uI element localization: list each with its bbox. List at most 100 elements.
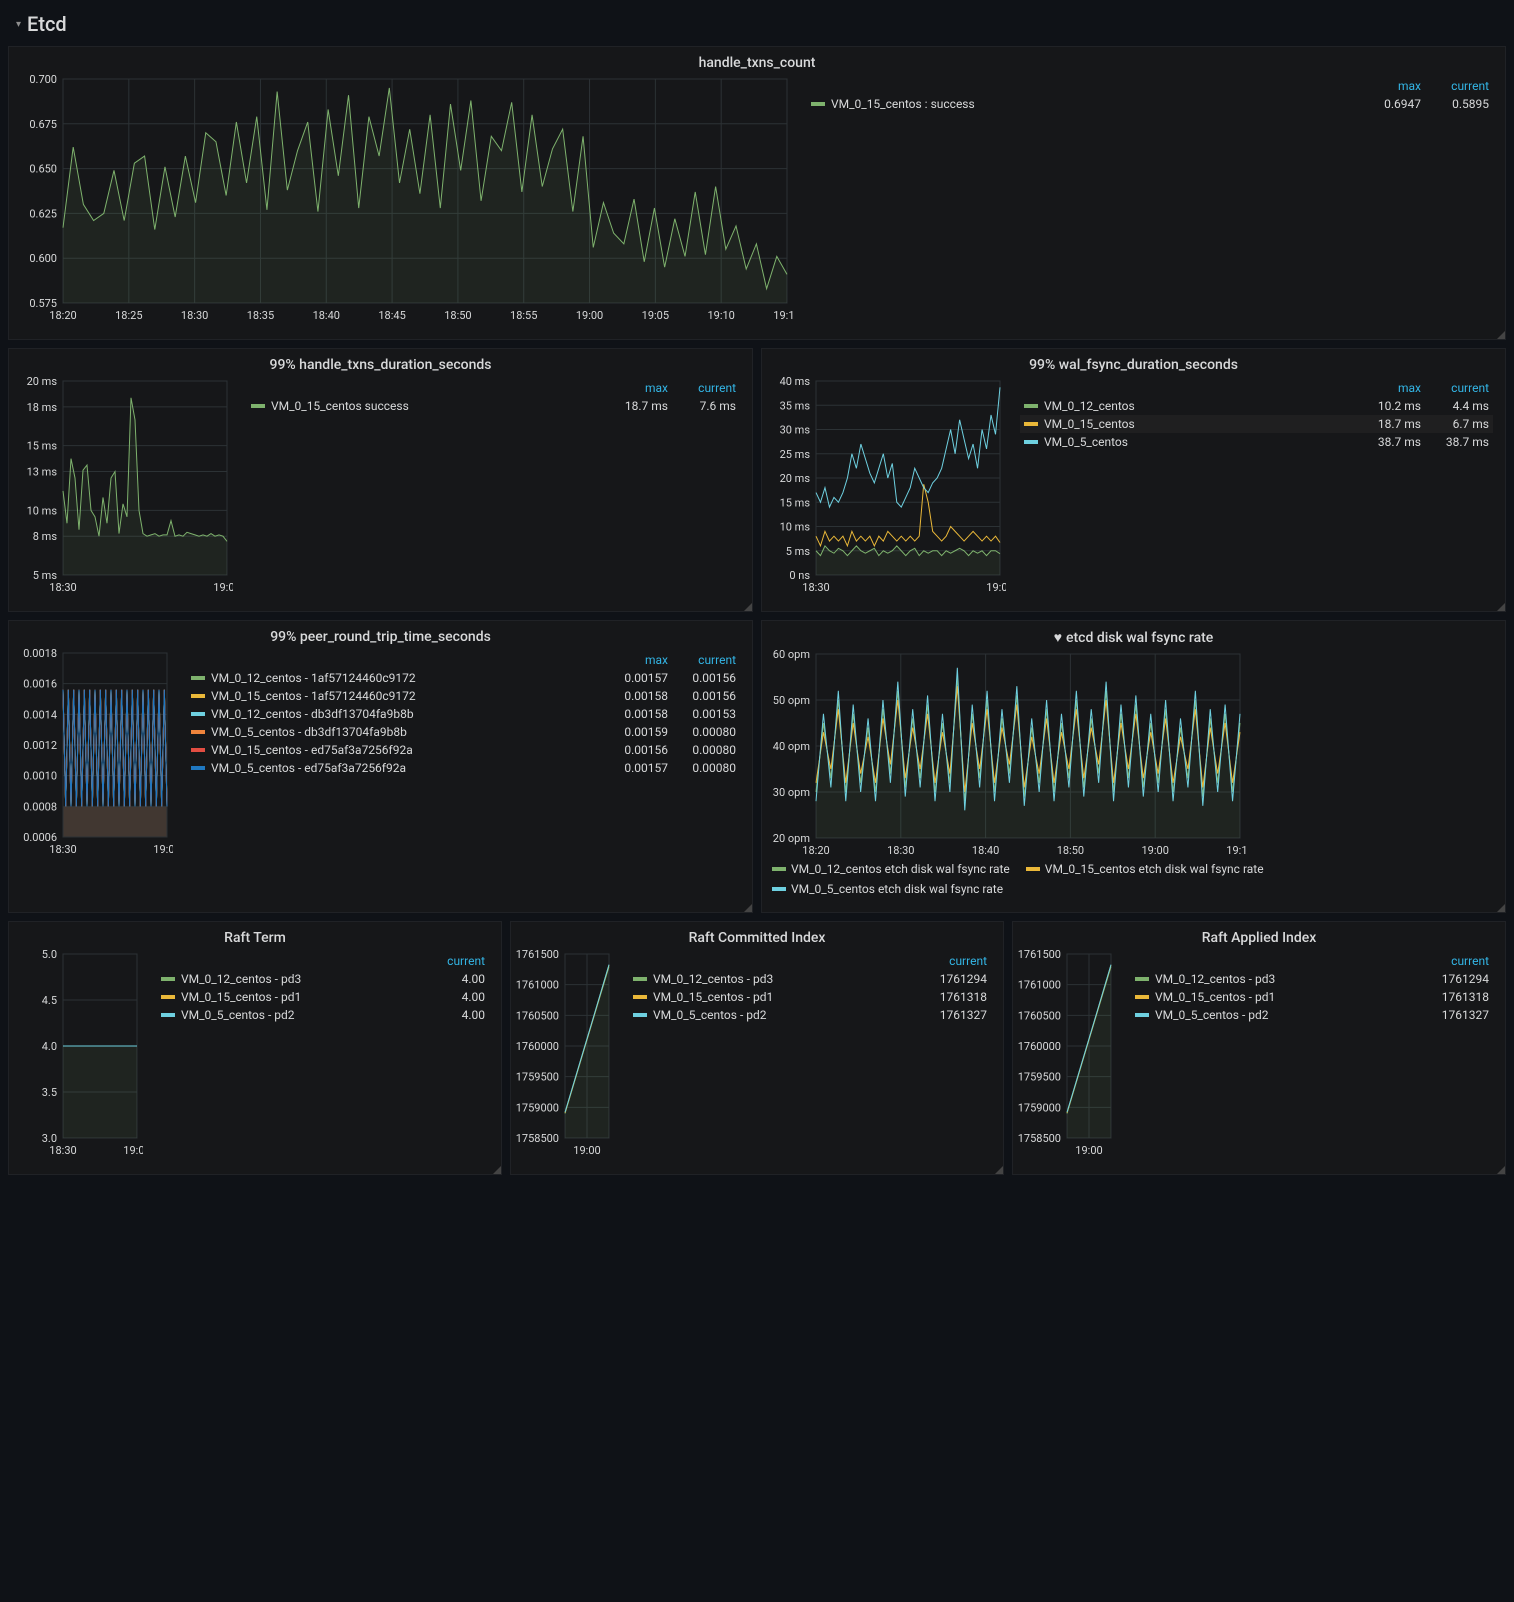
legend-value-current: 1761318: [937, 990, 987, 1004]
legend-col-current[interactable]: current: [686, 381, 736, 395]
legend-value-max: 38.7 ms: [1371, 435, 1421, 449]
chart-raft-applied[interactable]: 1758500175900017595001760000176050017610…: [1017, 948, 1117, 1158]
legend-item[interactable]: VM_0_15_centos - 1af57124460c91720.00158…: [187, 687, 740, 705]
svg-text:0.700: 0.700: [29, 73, 57, 86]
chart-raft-term[interactable]: 3.03.54.04.55.018:3019:00: [13, 948, 143, 1158]
svg-text:19:15: 19:15: [773, 309, 793, 322]
svg-text:18:45: 18:45: [378, 309, 405, 322]
legend-item[interactable]: VM_0_5_centos - ed75af3a7256f92a0.001570…: [187, 759, 740, 777]
legend-swatch: [633, 977, 647, 981]
resize-handle-icon[interactable]: [1497, 1166, 1505, 1174]
svg-text:1759000: 1759000: [516, 1101, 559, 1114]
resize-handle-icon[interactable]: [1497, 603, 1505, 611]
svg-text:30 opm: 30 opm: [773, 786, 810, 799]
legend-value-current: 0.00080: [686, 743, 736, 757]
chart-raft-committed[interactable]: 1758500175900017595001760000176050017610…: [515, 948, 615, 1158]
legend-value-current: 4.00: [435, 972, 485, 986]
legend-value-current: 0.00153: [686, 707, 736, 721]
legend-col-current[interactable]: current: [435, 954, 485, 968]
legend-name: VM_0_12_centos: [1044, 399, 1353, 413]
svg-text:19:05: 19:05: [642, 309, 669, 322]
panel-fsync-rate: ♥etcd disk wal fsync rate 20 opm30 opm40…: [761, 620, 1506, 913]
legend: max current VM_0_15_centos success18.7 m…: [233, 375, 748, 595]
legend-value-current: 0.00080: [686, 725, 736, 739]
legend-item[interactable]: VM_0_12_centos - pd31761294: [1131, 970, 1493, 988]
legend-col-max[interactable]: max: [618, 381, 668, 395]
panel-title: Raft Applied Index: [1017, 926, 1501, 948]
legend-value-max: 0.6947: [1371, 97, 1421, 111]
legend-col-current[interactable]: current: [1439, 954, 1489, 968]
legend-col-max[interactable]: max: [618, 653, 668, 667]
legend-name: VM_0_5_centos - pd2: [653, 1008, 919, 1022]
legend-item[interactable]: VM_0_15_centos - pd14.00: [157, 988, 489, 1006]
legend-value-max: 18.7 ms: [618, 399, 668, 413]
legend-item[interactable]: VM_0_12_centos - db3df13704fa9b8b0.00158…: [187, 705, 740, 723]
legend: current VM_0_12_centos - pd34.00VM_0_15_…: [143, 948, 497, 1158]
legend-item[interactable]: VM_0_5_centos - pd24.00: [157, 1006, 489, 1024]
legend-swatch: [161, 995, 175, 999]
svg-text:4.0: 4.0: [42, 1040, 57, 1053]
legend-item[interactable]: VM_0_12_centos etch disk wal fsync rate: [772, 862, 1010, 876]
legend: current VM_0_12_centos - pd31761294VM_0_…: [615, 948, 999, 1158]
legend-item[interactable]: VM_0_15_centos - pd11761318: [1131, 988, 1493, 1006]
legend-item[interactable]: VM_0_5_centos38.7 ms38.7 ms: [1020, 433, 1493, 451]
resize-handle-icon[interactable]: [493, 1166, 501, 1174]
svg-text:1758500: 1758500: [1018, 1132, 1061, 1145]
legend-name: VM_0_12_centos - pd3: [653, 972, 919, 986]
svg-text:18:30: 18:30: [49, 1144, 76, 1157]
chart-peer-rtt[interactable]: 0.00060.00080.00100.00120.00140.00160.00…: [13, 647, 173, 896]
legend-value-max: 0.00158: [618, 689, 668, 703]
legend-item[interactable]: VM_0_15_centos18.7 ms6.7 ms: [1020, 415, 1493, 433]
legend-item[interactable]: VM_0_15_centos - ed75af3a7256f92a0.00156…: [187, 741, 740, 759]
legend-col-current[interactable]: current: [937, 954, 987, 968]
svg-text:50 opm: 50 opm: [773, 694, 810, 707]
legend-col-current[interactable]: current: [1439, 381, 1489, 395]
resize-handle-icon[interactable]: [1497, 331, 1505, 339]
svg-text:30 ms: 30 ms: [780, 424, 811, 437]
svg-text:0.675: 0.675: [29, 118, 57, 131]
legend-value-max: 0.00157: [618, 761, 668, 775]
legend-item[interactable]: VM_0_5_centos - pd21761327: [629, 1006, 991, 1024]
svg-text:1761000: 1761000: [516, 979, 559, 992]
chart-handle-txns-dur[interactable]: 5 ms8 ms10 ms13 ms15 ms18 ms20 ms18:3019…: [13, 375, 233, 595]
legend-item[interactable]: VM_0_15_centos : success0.69470.5895: [807, 95, 1493, 113]
legend-swatch: [1135, 995, 1149, 999]
resize-handle-icon[interactable]: [744, 603, 752, 611]
legend-item[interactable]: VM_0_5_centos - db3df13704fa9b8b0.001590…: [187, 723, 740, 741]
chart-fsync-rate[interactable]: 20 opm30 opm40 opm50 opm60 opm18:2018:30…: [766, 648, 1501, 858]
legend-col-current[interactable]: current: [1439, 79, 1489, 93]
resize-handle-icon[interactable]: [1497, 904, 1505, 912]
resize-handle-icon[interactable]: [995, 1166, 1003, 1174]
heart-icon: ♥: [1054, 630, 1062, 646]
legend-value-current: 4.00: [435, 990, 485, 1004]
legend-col-current[interactable]: current: [686, 653, 736, 667]
legend-item[interactable]: VM_0_12_centos - 1af57124460c91720.00157…: [187, 669, 740, 687]
legend: current VM_0_12_centos - pd31761294VM_0_…: [1117, 948, 1501, 1158]
legend-name: VM_0_5_centos - pd2: [1155, 1008, 1421, 1022]
svg-text:1759500: 1759500: [516, 1071, 559, 1084]
legend-handle-txns-count: max current VM_0_15_centos : success0.69…: [793, 73, 1501, 323]
legend-item[interactable]: VM_0_5_centos etch disk wal fsync rate: [772, 882, 1003, 896]
legend-item[interactable]: VM_0_12_centos10.2 ms4.4 ms: [1020, 397, 1493, 415]
chevron-down-icon: ▾: [16, 19, 21, 30]
legend-col-max[interactable]: max: [1371, 79, 1421, 93]
legend-item[interactable]: VM_0_15_centos etch disk wal fsync rate: [1026, 862, 1264, 876]
legend-swatch: [811, 102, 825, 106]
row-header-etcd[interactable]: ▾ Etcd: [8, 8, 1506, 40]
legend-col-max[interactable]: max: [1371, 381, 1421, 395]
panel-wal-fsync-dur: 99% wal_fsync_duration_seconds 0 ns5 ms1…: [761, 348, 1506, 612]
svg-text:18:55: 18:55: [510, 309, 537, 322]
legend-name: VM_0_12_centos - 1af57124460c9172: [211, 671, 600, 685]
svg-text:0.0016: 0.0016: [23, 678, 57, 691]
legend-item[interactable]: VM_0_15_centos success18.7 ms7.6 ms: [247, 397, 740, 415]
chart-wal-fsync-dur[interactable]: 0 ns5 ms10 ms15 ms20 ms25 ms30 ms35 ms40…: [766, 375, 1006, 595]
svg-text:19:00: 19:00: [576, 309, 603, 322]
legend-item[interactable]: VM_0_5_centos - pd21761327: [1131, 1006, 1493, 1024]
legend-item[interactable]: VM_0_12_centos - pd34.00: [157, 970, 489, 988]
legend-item[interactable]: VM_0_15_centos - pd11761318: [629, 988, 991, 1006]
resize-handle-icon[interactable]: [744, 904, 752, 912]
chart-handle-txns-count[interactable]: 0.5750.6000.6250.6500.6750.70018:2018:25…: [13, 73, 793, 323]
svg-text:5.0: 5.0: [42, 948, 57, 961]
legend-item[interactable]: VM_0_12_centos - pd31761294: [629, 970, 991, 988]
legend-name: VM_0_12_centos etch disk wal fsync rate: [791, 862, 1010, 876]
